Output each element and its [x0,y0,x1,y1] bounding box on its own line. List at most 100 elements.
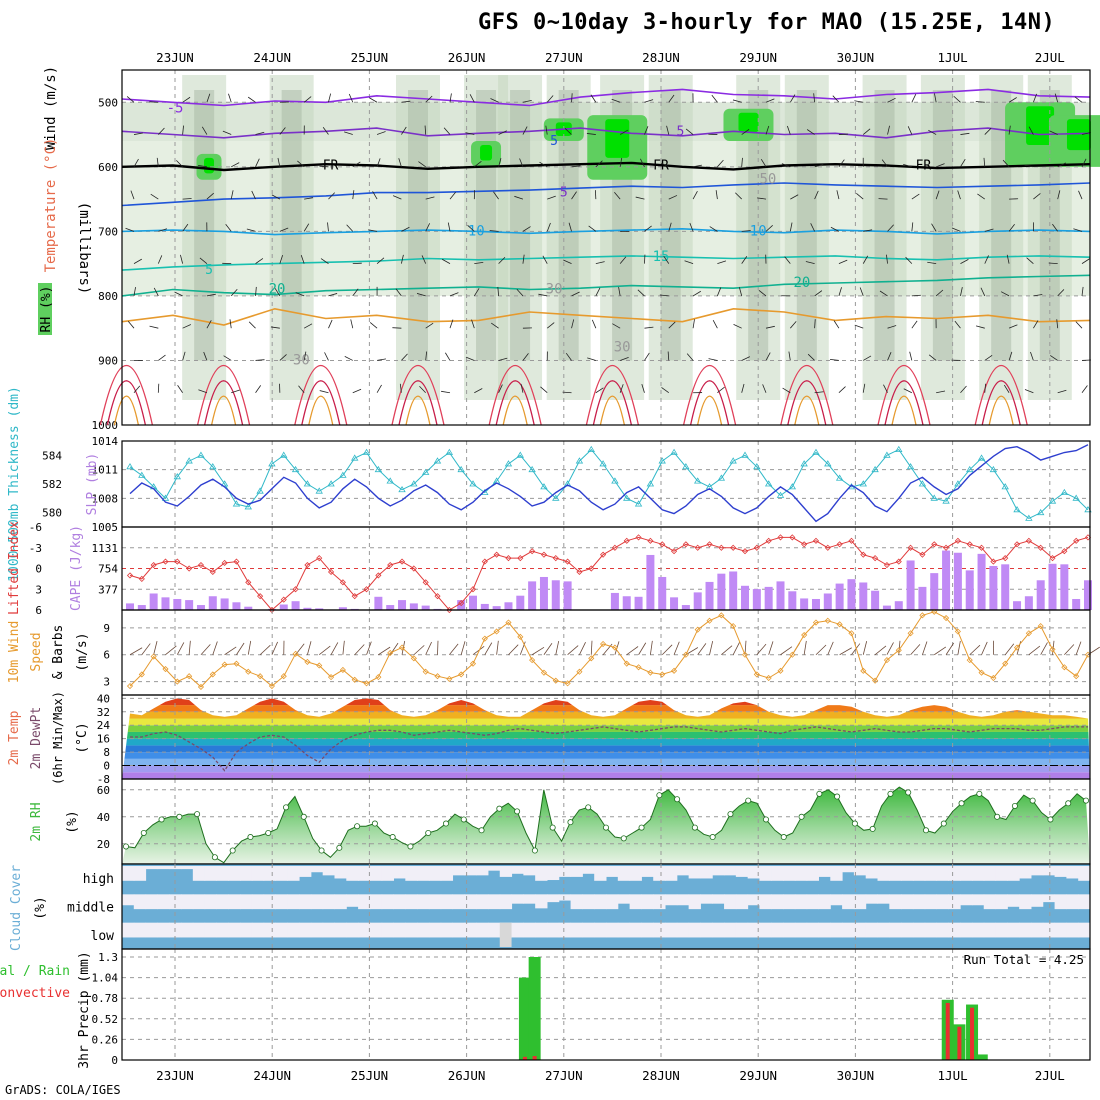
cloud-gap [889,894,902,910]
wind-barb [300,254,305,264]
wind-barb-10m [543,643,553,655]
precip-tick-label: 1.3 [98,951,118,964]
wind-barb [319,165,329,168]
wind-speed-point [682,651,689,658]
thickness-point [895,445,903,452]
wind-barb [733,324,742,329]
wind-tick-label: 3 [103,676,110,689]
wind-speed-point [907,630,914,637]
wind-barb [206,320,212,329]
wind-barb [741,230,751,232]
cloud-gap [452,894,465,910]
cloud-gap [192,894,206,910]
date-label-bottom: 25JUN [351,1068,389,1083]
isotherm-line [121,307,1091,326]
date-label-top: 29JUN [739,50,777,65]
cloud-gap [865,866,879,879]
cloud-gap [440,866,454,881]
wind-barb [279,354,287,361]
wind-barb [1057,162,1066,168]
rh-point [336,844,343,851]
wind-barb [1057,190,1061,200]
wind-10m-panel: 3 6 9 10m Wind Speed & Barbs (m/s) [7,608,1100,696]
cloud-gap [1042,866,1056,876]
precip-total-bar [975,1054,988,1060]
cloud-gap [181,894,194,910]
cloud-gap [157,894,170,910]
rh-point [834,793,841,800]
li-point [623,537,630,544]
li-point [966,541,973,548]
wind-barb [619,157,623,167]
cloud-gap [346,922,359,938]
wind-barb [813,93,816,103]
slp-line [129,444,1089,523]
cloud-gap [570,922,583,938]
thickness-point [552,494,560,501]
cloud-gap [995,866,1008,881]
cloud-gap [676,866,690,876]
heat-contour [405,395,431,426]
li-point [257,593,264,600]
wind-barb [303,351,307,361]
rh-point [905,789,912,796]
wind-barb [984,354,993,361]
cloud-gap [334,894,347,910]
temp-tick-label: 40 [97,692,110,705]
cloud-gap [712,922,725,938]
wind-barb [814,319,816,329]
wind-barb [328,93,332,103]
li-point [1002,555,1009,562]
cloud-gap [299,866,312,877]
cape-bar [965,570,974,610]
wind-barb [838,159,845,168]
wind-barb-10m [768,641,774,655]
pressure-tick-label: 500 [98,96,118,109]
li-point [670,548,678,555]
rh-point [940,820,947,827]
cloud-gap [287,894,300,910]
cloud-gap [1078,866,1091,881]
contour-label: 20 [794,275,811,291]
cloud-gap [901,894,914,910]
cloud-gap [924,866,938,881]
cloud-gap [653,866,666,881]
cloud-title: Cloud Cover [9,865,24,951]
date-label-bottom: 1JUL [938,1068,968,1083]
rh-point [585,804,592,811]
wind-barb [255,286,257,296]
cloud-gap [228,922,241,938]
cloud-gap [771,866,784,881]
cloud-gap [995,922,1008,938]
wind-speed-point [576,668,583,675]
contour-label: 30 [293,352,310,368]
precip-panel: 0 0.26 0.52 0.78 1.04 1.3 Run Total = 4.25 3hr … [0,948,1091,1069]
wind-barb [449,319,454,329]
cloud-gap [853,922,867,938]
wind-barb [568,222,572,232]
cape-bar [398,600,407,610]
wind-barb [863,229,873,232]
contour-label: 20 [269,281,286,297]
wind-speed-point [1037,623,1044,630]
wind-speed-point [150,653,157,660]
wind-barb [229,319,232,329]
cape-bar [681,605,690,610]
cloud-gap [617,866,631,881]
cloud-gap [523,866,536,876]
wind-speed-point [635,664,642,671]
wind-speed-point [434,673,441,680]
cape-bar [658,576,667,610]
li-point [174,558,181,565]
wind-barb [246,228,256,232]
wind-barb [887,224,894,232]
cloud-gap [700,894,713,904]
wind-barb [352,190,355,200]
wind-barb [977,193,985,200]
li-tick-label: -6 [29,521,42,534]
heat-contour [891,395,917,426]
cloud-gap [1078,922,1091,938]
rh-point [389,834,396,841]
li-point [919,551,926,558]
wind-barb [133,385,141,393]
